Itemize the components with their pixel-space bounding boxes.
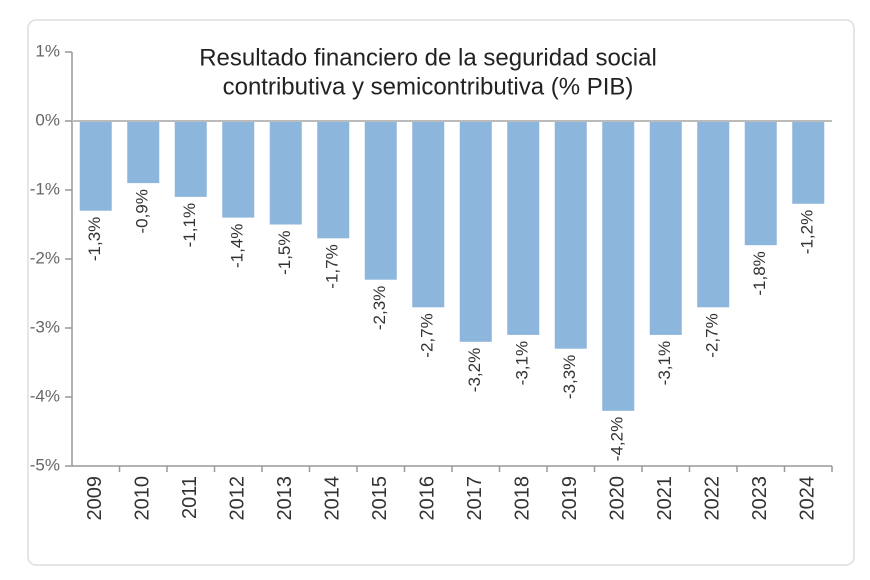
- bar: [412, 121, 445, 308]
- value-label: -0,9%: [133, 189, 152, 233]
- x-tick-label: 2018: [512, 476, 534, 521]
- bar: [79, 121, 112, 211]
- x-tick-label: 2009: [84, 476, 106, 521]
- bar: [602, 121, 635, 411]
- x-tick-label: 2013: [274, 476, 296, 521]
- bar: [554, 121, 587, 349]
- bar: [792, 121, 825, 204]
- value-label: -3,1%: [513, 341, 532, 385]
- x-tick-label: 2020: [607, 476, 629, 521]
- x-tick-label: 2017: [464, 476, 486, 521]
- value-label: -3,1%: [655, 341, 674, 385]
- bar: [697, 121, 730, 308]
- x-tick-label: 2012: [227, 476, 249, 521]
- y-tick-label: 1%: [35, 41, 60, 60]
- x-tick-label: 2014: [322, 476, 344, 521]
- bar: [174, 121, 207, 197]
- y-tick-label: 0%: [35, 110, 60, 129]
- bar: [127, 121, 160, 184]
- y-tick-label: -2%: [30, 248, 60, 267]
- bar: [649, 121, 682, 335]
- x-tick-label: 2021: [654, 476, 676, 521]
- bar: [222, 121, 255, 218]
- value-label: -2,7%: [418, 313, 437, 357]
- bar: [459, 121, 492, 342]
- x-tick-label: 2024: [797, 476, 819, 521]
- y-tick-label: -1%: [30, 179, 60, 198]
- value-label: -3,3%: [560, 355, 579, 399]
- value-label: -1,2%: [798, 210, 817, 254]
- value-label: -4,2%: [608, 417, 627, 461]
- y-tick-label: -3%: [30, 317, 60, 336]
- value-label: -1,7%: [323, 244, 342, 288]
- chart-title: contributiva y semicontributiva (% PIB): [223, 73, 634, 100]
- bar: [317, 121, 350, 239]
- y-tick-label: -4%: [30, 386, 60, 405]
- value-label: -2,3%: [370, 286, 389, 330]
- x-tick-label: 2022: [702, 476, 724, 521]
- chart-title: Resultado financiero de la seguridad soc…: [199, 44, 657, 71]
- x-tick-label: 2023: [749, 476, 771, 521]
- value-label: -1,5%: [275, 231, 294, 275]
- x-tick-label: 2011: [179, 476, 201, 519]
- x-tick-label: 2015: [369, 476, 391, 521]
- chart-frame: [27, 19, 855, 566]
- bar: [507, 121, 540, 335]
- value-label: -1,4%: [228, 224, 247, 268]
- x-tick-label: 2016: [417, 476, 439, 521]
- bar: [364, 121, 397, 280]
- value-label: -1,8%: [750, 251, 769, 295]
- y-tick-label: -5%: [30, 455, 60, 474]
- value-label: -1,1%: [180, 203, 199, 247]
- bar: [269, 121, 302, 225]
- x-tick-label: 2010: [132, 476, 154, 521]
- x-tick-label: 2019: [559, 476, 581, 521]
- value-label: -1,3%: [85, 217, 104, 261]
- value-label: -2,7%: [703, 313, 722, 357]
- bar: [744, 121, 777, 246]
- value-label: -3,2%: [465, 348, 484, 392]
